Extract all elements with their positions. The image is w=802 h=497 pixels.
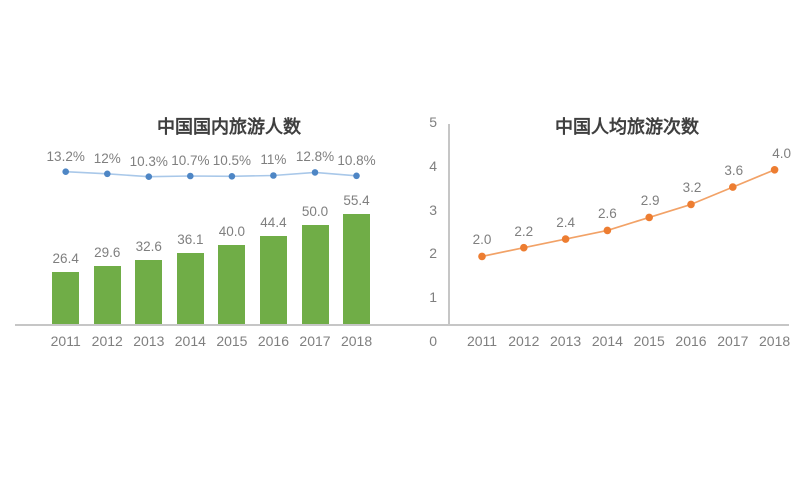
point-value-label: 2.6 (598, 206, 617, 222)
line-path (65, 170, 357, 178)
bar-value-label: 44.4 (260, 215, 287, 231)
year-label: 2018 (340, 333, 373, 349)
data-point-marker (645, 213, 653, 222)
point-value-label: 2.0 (472, 232, 492, 248)
y-tick-label: 1 (429, 288, 437, 305)
bar (135, 259, 163, 325)
data-point-marker (311, 169, 319, 176)
data-point-marker (687, 200, 695, 209)
year-label: 2015 (216, 333, 248, 349)
year-label: 2013 (133, 333, 165, 349)
year-label: 2011 (466, 333, 498, 349)
growth-rate-label: 10.3% (129, 153, 168, 169)
bar (343, 214, 371, 325)
point-value-label: 4.0 (772, 145, 791, 161)
y-tick-label: 4 (429, 157, 437, 174)
year-label: 2014 (174, 333, 206, 349)
growth-rate-label: 12.8% (295, 149, 335, 165)
data-point-marker (729, 183, 737, 191)
year-label: 2011 (50, 333, 81, 349)
year-label: 2016 (257, 333, 290, 349)
point-value-label: 3.6 (724, 163, 744, 179)
year-label: 2016 (675, 333, 707, 349)
data-point-marker (62, 168, 69, 175)
year-label: 2017 (717, 333, 749, 349)
left-chart-title: 中国国内旅游人数 (157, 117, 301, 137)
bar (218, 245, 246, 325)
y-tick-label: 5 (429, 114, 437, 131)
bar-value-label: 29.6 (94, 244, 121, 260)
data-point-marker (270, 172, 277, 179)
left-x-axis (15, 324, 448, 326)
data-point-marker (478, 252, 486, 261)
bar (93, 265, 121, 325)
growth-rate-label: 10.8% (337, 152, 376, 168)
bar (176, 252, 204, 325)
year-label: 2013 (550, 333, 582, 349)
y-tick-label: 3 (429, 201, 437, 218)
year-label: 2014 (591, 333, 623, 349)
bar (301, 225, 329, 325)
data-point-marker (145, 173, 153, 180)
point-value-label: 2.9 (640, 193, 660, 209)
right-y-axis (448, 124, 450, 325)
point-value-label: 2.4 (556, 215, 575, 231)
point-value-label: 3.2 (682, 180, 702, 196)
growth-rate-label: 13.2% (46, 148, 85, 164)
data-point-marker (353, 172, 360, 180)
data-point-marker (104, 170, 111, 178)
right-chart-title: 中国人均旅游次数 (555, 117, 699, 137)
line-path (481, 169, 775, 258)
right-x-axis (448, 324, 789, 326)
growth-rate-label: 11% (260, 152, 287, 168)
data-point-marker (770, 166, 779, 174)
year-label: 2012 (91, 333, 123, 349)
bar (52, 272, 80, 325)
data-point-marker (187, 172, 194, 180)
y-tick-label: 2 (429, 245, 437, 262)
year-label: 2018 (759, 333, 791, 349)
bar-value-label: 40.0 (218, 224, 246, 239)
bar-value-label: 32.6 (135, 238, 162, 254)
bar-value-label: 26.4 (52, 251, 79, 267)
bar-value-label: 55.4 (343, 193, 370, 209)
growth-rate-label: 10.5% (212, 153, 252, 169)
year-label: 2012 (508, 333, 540, 349)
data-point-marker (228, 173, 236, 180)
year-label: 2017 (299, 333, 331, 349)
point-value-label: 2.2 (514, 223, 534, 239)
year-label: 2015 (633, 333, 665, 349)
bar-value-label: 50.0 (301, 204, 329, 219)
bar (259, 236, 287, 325)
data-point-marker (603, 226, 612, 235)
data-point-marker (520, 243, 528, 252)
bar-value-label: 36.1 (177, 231, 204, 247)
growth-rate-label: 12% (93, 150, 121, 166)
data-point-marker (561, 235, 570, 243)
y-tick-label: 0 (429, 332, 437, 349)
growth-rate-label: 10.7% (171, 153, 210, 168)
